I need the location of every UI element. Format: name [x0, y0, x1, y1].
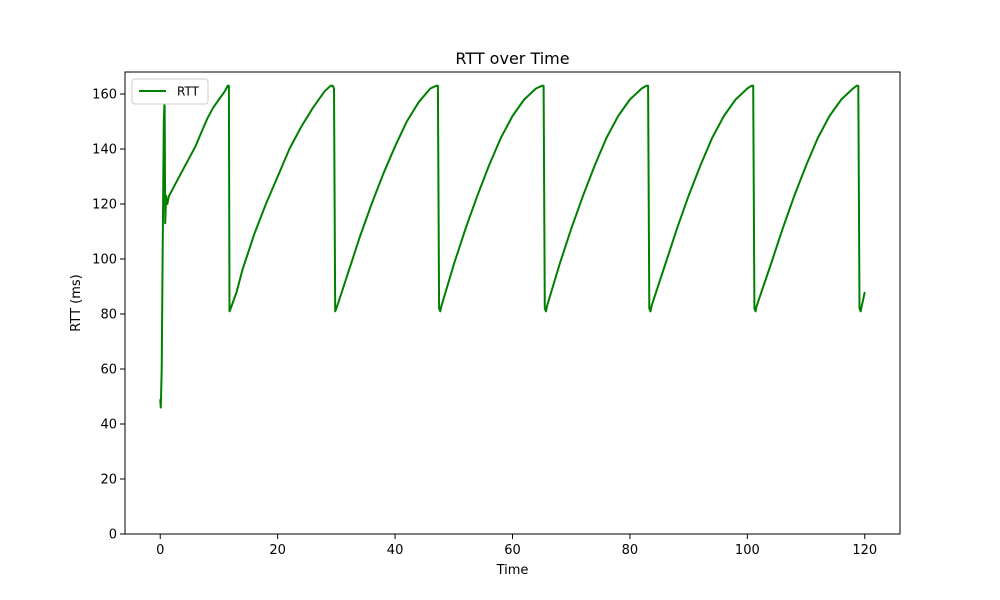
y-tick-label: 20 — [100, 473, 117, 488]
y-tick-label: 60 — [100, 363, 117, 378]
y-tick-label: 40 — [100, 418, 117, 433]
series-line-rtt — [159, 84, 866, 409]
x-tick-label: 80 — [622, 543, 639, 558]
x-tick-label: 100 — [735, 543, 760, 558]
series-layer — [159, 84, 866, 409]
y-axis-ticks: 0 20 40 60 80 100 120 140 160 — [92, 88, 125, 543]
legend-box — [131, 78, 209, 105]
x-tick-label: 20 — [269, 543, 286, 558]
x-tick-label: 40 — [387, 543, 404, 558]
y-tick-label: 140 — [92, 143, 117, 158]
y-tick-label: 160 — [92, 88, 117, 103]
x-axis-ticks: 0 20 40 60 80 100 120 — [156, 534, 877, 558]
x-tick-label: 120 — [852, 543, 877, 558]
y-axis-label: RTT (ms) — [69, 274, 84, 331]
x-tick-label: 0 — [156, 543, 164, 558]
chart-title: RTT over Time — [455, 49, 569, 68]
y-tick-label: 120 — [92, 198, 117, 213]
plot-area: 0 20 40 60 80 100 120 0 20 40 60 80 100 120 140 160 — [92, 71, 901, 558]
legend: RTT — [131, 78, 209, 105]
x-axis-label: Time — [496, 563, 529, 578]
y-tick-label: 100 — [92, 253, 117, 268]
legend-label-rtt: RTT — [177, 85, 200, 99]
x-tick-label: 60 — [504, 543, 521, 558]
y-tick-label: 0 — [109, 528, 117, 543]
y-tick-label: 80 — [100, 308, 117, 323]
